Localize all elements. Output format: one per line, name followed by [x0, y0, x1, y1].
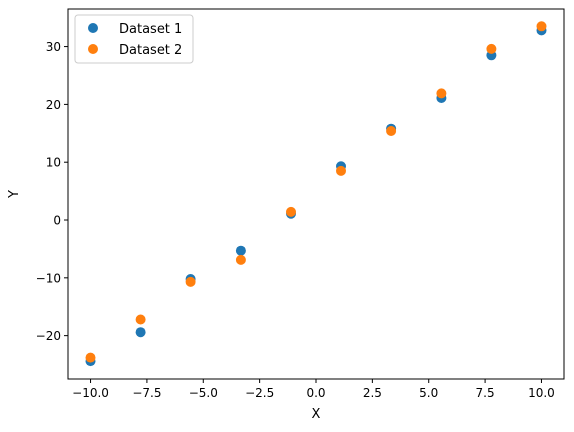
- x-axis-label: X: [312, 407, 321, 422]
- y-tick-label: −20: [36, 329, 61, 343]
- series-2-point: [235, 254, 246, 265]
- data-points: [85, 21, 547, 367]
- legend: Dataset 1 Dataset 2: [74, 14, 194, 64]
- series-2-point: [486, 43, 497, 54]
- y-tick-label: −10: [36, 271, 61, 285]
- series-1-point: [135, 327, 146, 338]
- series-1-point: [235, 245, 246, 256]
- series-2-point: [336, 165, 346, 176]
- y-tick-label: 10: [46, 156, 61, 170]
- legend-marker-dataset-1: [88, 23, 98, 33]
- series-1: [85, 25, 547, 367]
- x-tick-label: −7.5: [132, 386, 161, 400]
- series-2-point: [536, 21, 547, 32]
- series-2-point: [85, 352, 96, 363]
- x-tick-label: −2.5: [245, 386, 274, 400]
- y-tick-label: 30: [46, 40, 61, 54]
- legend-label-dataset-2: Dataset 2: [119, 43, 182, 58]
- x-tick-label: 7.5: [476, 386, 495, 400]
- x-tick-label: 0.0: [306, 386, 325, 400]
- x-tick-label: 10.0: [528, 386, 555, 400]
- legend-box: [74, 14, 194, 64]
- series-2-point: [386, 126, 397, 136]
- x-axis-ticks: −10.0 −7.5 −5.0 −2.5 0.0 2.5 5.0 7.5 10.0: [72, 379, 555, 400]
- y-axis-ticks: −20 −10 0 10 20 30: [36, 40, 68, 343]
- y-axis-label: Y: [7, 190, 22, 199]
- x-tick-label: 2.5: [363, 386, 382, 400]
- x-tick-label: 5.0: [419, 386, 438, 400]
- legend-marker-dataset-2: [88, 44, 98, 54]
- series-2-point: [185, 276, 196, 287]
- series-2-point: [286, 206, 296, 217]
- legend-label-dataset-1: Dataset 1: [119, 22, 182, 37]
- series-2: [85, 21, 547, 363]
- x-tick-label: −10.0: [72, 386, 109, 400]
- y-tick-label: 20: [46, 98, 61, 112]
- x-tick-label: −5.0: [189, 386, 218, 400]
- y-tick-label: 0: [53, 214, 61, 228]
- series-2-point: [436, 88, 447, 99]
- series-2-point: [135, 314, 146, 325]
